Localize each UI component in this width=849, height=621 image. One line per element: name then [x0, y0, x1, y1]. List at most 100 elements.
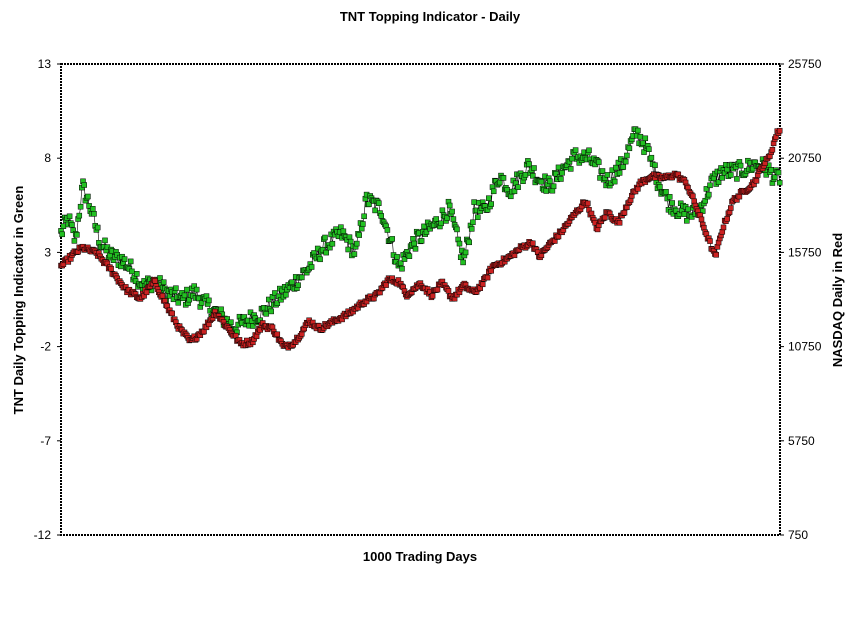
- data-point: [444, 215, 450, 221]
- data-point: [460, 259, 466, 266]
- data-point: [538, 178, 545, 185]
- data-point: [361, 213, 367, 220]
- data-point: [454, 226, 460, 233]
- data-point: [703, 186, 710, 192]
- data-point: [360, 221, 366, 227]
- data-point: [652, 162, 658, 168]
- data-point: [690, 193, 696, 200]
- data-point: [470, 219, 476, 226]
- data-point: [356, 232, 362, 238]
- data-point: [620, 164, 627, 170]
- data-point: [719, 175, 726, 181]
- data-point: [626, 145, 633, 152]
- data-point: [94, 224, 101, 231]
- data-point: [329, 240, 336, 247]
- series-tnt-indicator: [58, 126, 783, 336]
- data-point: [173, 285, 179, 291]
- data-point: [559, 170, 565, 176]
- data-point: [710, 175, 717, 182]
- data-point: [558, 176, 564, 182]
- data-point: [372, 207, 378, 214]
- data-point: [602, 214, 608, 221]
- right-tick-label: 5750: [788, 434, 815, 448]
- data-point: [640, 140, 646, 146]
- data-point: [354, 240, 360, 247]
- data-point: [60, 223, 67, 229]
- data-point: [81, 182, 87, 188]
- data-point: [776, 179, 783, 186]
- data-point: [134, 271, 140, 277]
- data-point: [268, 308, 274, 315]
- data-point: [685, 206, 691, 213]
- data-point: [488, 201, 494, 207]
- data-point: [253, 333, 260, 340]
- data-point: [102, 237, 108, 244]
- data-point: [308, 264, 315, 270]
- data-point: [143, 289, 150, 296]
- data-point: [707, 238, 713, 244]
- data-point: [74, 232, 80, 238]
- data-point: [108, 265, 114, 272]
- data-point: [550, 183, 557, 190]
- data-point: [567, 166, 574, 172]
- data-point: [497, 179, 503, 186]
- data-point: [772, 174, 778, 181]
- data-point: [77, 203, 84, 210]
- data-point: [479, 281, 486, 288]
- data-point: [383, 282, 389, 288]
- data-point: [71, 238, 78, 244]
- data-point: [622, 158, 629, 165]
- data-point: [462, 249, 469, 256]
- data-point: [247, 309, 254, 316]
- data-point: [585, 200, 591, 207]
- data-point: [646, 146, 652, 152]
- data-point: [768, 167, 774, 173]
- data-point: [701, 224, 707, 231]
- data-point: [734, 176, 740, 182]
- data-point: [351, 251, 358, 257]
- data-point: [283, 291, 289, 298]
- data-point: [599, 168, 606, 174]
- data-point: [611, 178, 618, 185]
- series-layer: [58, 126, 783, 351]
- left-tick-label: 3: [44, 245, 51, 259]
- data-point: [69, 222, 75, 228]
- data-point: [484, 274, 491, 281]
- data-point: [486, 195, 492, 201]
- data-point: [673, 207, 679, 214]
- data-point: [184, 286, 190, 293]
- data-point: [340, 228, 347, 235]
- data-point: [713, 252, 719, 258]
- data-point: [299, 274, 305, 281]
- data-point: [66, 213, 73, 220]
- data-point: [263, 311, 270, 317]
- data-point: [358, 225, 365, 232]
- data-point: [376, 200, 382, 206]
- data-point: [737, 162, 744, 169]
- data-point: [663, 189, 669, 195]
- data-point: [90, 206, 96, 212]
- data-point: [433, 216, 439, 222]
- data-point: [317, 256, 323, 263]
- plot-frame: [60, 63, 781, 536]
- data-point: [530, 240, 536, 247]
- left-axis-label: TNT Daily Topping Indicator in Green: [11, 186, 26, 415]
- data-point: [515, 184, 521, 190]
- data-point: [637, 133, 644, 140]
- data-point: [181, 292, 188, 299]
- data-point: [715, 179, 722, 185]
- data-point: [621, 209, 628, 216]
- data-point: [642, 135, 649, 142]
- data-point: [531, 165, 537, 171]
- data-point: [399, 265, 405, 272]
- left-tick-label: 13: [38, 57, 52, 71]
- data-point: [471, 199, 477, 205]
- chart-title: TNT Topping Indicator - Daily: [340, 9, 521, 24]
- left-tick-label: -7: [40, 434, 51, 448]
- data-point: [274, 300, 281, 306]
- data-point: [76, 212, 83, 219]
- data-point: [218, 306, 224, 313]
- data-point: [526, 161, 532, 167]
- data-point: [323, 249, 329, 256]
- data-point: [707, 182, 713, 189]
